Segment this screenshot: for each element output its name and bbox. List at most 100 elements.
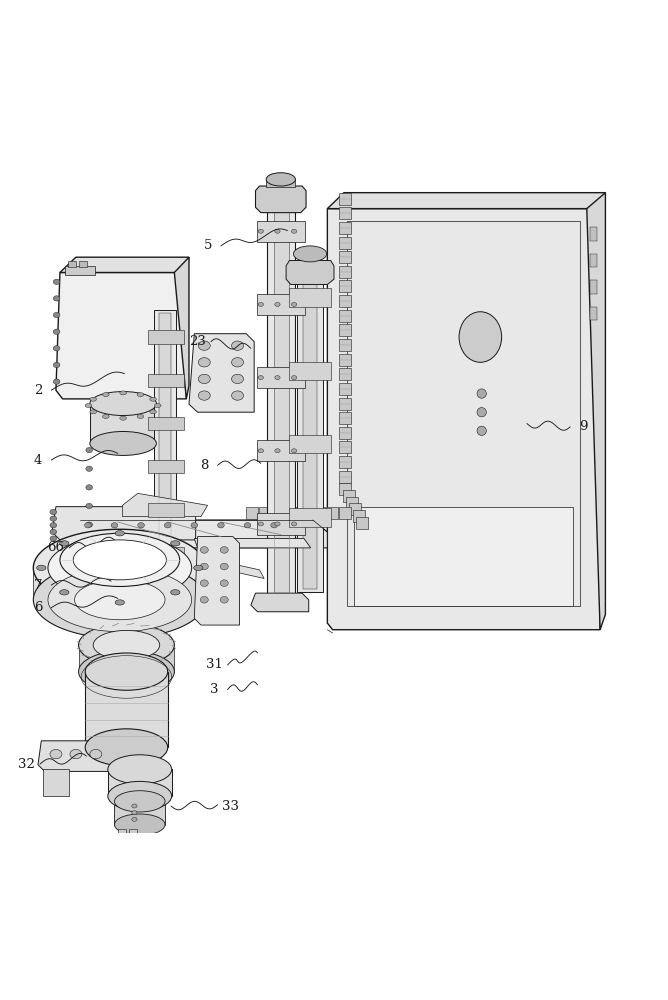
Polygon shape: [289, 362, 331, 380]
Ellipse shape: [132, 817, 137, 821]
Polygon shape: [56, 272, 186, 399]
Ellipse shape: [200, 596, 208, 603]
Ellipse shape: [86, 447, 93, 453]
Ellipse shape: [50, 509, 57, 515]
Ellipse shape: [232, 391, 244, 400]
Bar: [339, 251, 351, 263]
Ellipse shape: [200, 563, 208, 570]
Ellipse shape: [232, 358, 244, 367]
Ellipse shape: [220, 547, 228, 553]
Polygon shape: [33, 568, 206, 600]
Ellipse shape: [48, 536, 192, 600]
Ellipse shape: [59, 590, 69, 595]
Ellipse shape: [37, 565, 46, 571]
Bar: [129, 829, 137, 846]
Ellipse shape: [258, 302, 263, 306]
Ellipse shape: [232, 341, 244, 350]
Ellipse shape: [132, 804, 137, 808]
Text: 5: 5: [204, 239, 212, 252]
Ellipse shape: [150, 397, 156, 401]
Bar: [339, 471, 351, 483]
Bar: [43, 769, 69, 796]
Bar: [339, 456, 351, 468]
Bar: [590, 227, 597, 241]
Polygon shape: [122, 493, 208, 517]
Bar: [148, 547, 184, 560]
Ellipse shape: [53, 362, 60, 368]
Bar: [347, 221, 580, 606]
Bar: [148, 460, 184, 473]
Polygon shape: [189, 334, 254, 412]
Ellipse shape: [102, 393, 109, 397]
Ellipse shape: [70, 749, 82, 759]
Ellipse shape: [53, 279, 60, 284]
Ellipse shape: [86, 503, 93, 509]
Text: 6: 6: [33, 601, 42, 614]
Ellipse shape: [164, 523, 171, 528]
Bar: [299, 507, 311, 519]
Ellipse shape: [459, 312, 502, 362]
Bar: [286, 507, 298, 519]
Ellipse shape: [170, 541, 180, 546]
Ellipse shape: [275, 302, 280, 306]
Bar: [339, 310, 351, 322]
Bar: [108, 769, 172, 796]
Bar: [339, 193, 351, 205]
Bar: [339, 295, 351, 307]
Bar: [339, 383, 351, 395]
Ellipse shape: [291, 522, 297, 526]
Ellipse shape: [73, 540, 166, 580]
Polygon shape: [257, 367, 305, 388]
Text: 7: 7: [33, 579, 42, 592]
Bar: [154, 310, 176, 598]
Bar: [267, 197, 295, 596]
Bar: [590, 280, 597, 294]
Text: 31: 31: [206, 658, 222, 671]
Bar: [339, 483, 351, 495]
Ellipse shape: [275, 449, 280, 453]
Ellipse shape: [102, 414, 109, 418]
Ellipse shape: [90, 392, 156, 416]
Ellipse shape: [200, 580, 208, 586]
Polygon shape: [60, 257, 189, 272]
Ellipse shape: [79, 650, 174, 693]
Ellipse shape: [108, 755, 172, 784]
Bar: [90, 404, 156, 443]
Polygon shape: [257, 440, 305, 461]
Ellipse shape: [154, 404, 161, 408]
Ellipse shape: [120, 416, 126, 420]
Ellipse shape: [53, 346, 60, 351]
Bar: [246, 507, 258, 519]
Polygon shape: [38, 741, 113, 771]
Polygon shape: [289, 435, 331, 453]
Ellipse shape: [275, 522, 280, 526]
Ellipse shape: [86, 559, 93, 565]
Bar: [148, 503, 184, 517]
Ellipse shape: [60, 533, 180, 586]
Ellipse shape: [114, 791, 165, 812]
Ellipse shape: [79, 624, 174, 666]
Ellipse shape: [90, 749, 102, 759]
Bar: [339, 237, 351, 249]
Bar: [339, 354, 351, 366]
Bar: [354, 507, 574, 606]
Bar: [313, 507, 325, 519]
Ellipse shape: [86, 653, 168, 690]
Ellipse shape: [477, 408, 486, 417]
Bar: [353, 510, 365, 522]
Bar: [349, 503, 361, 515]
Ellipse shape: [48, 568, 192, 632]
Bar: [339, 207, 351, 219]
Bar: [148, 374, 184, 387]
Bar: [339, 427, 351, 439]
Ellipse shape: [86, 466, 93, 471]
Bar: [339, 266, 351, 278]
Text: 4: 4: [34, 454, 42, 467]
Ellipse shape: [150, 410, 156, 414]
Bar: [273, 507, 285, 519]
Text: 8: 8: [200, 459, 208, 472]
Ellipse shape: [137, 393, 144, 397]
Polygon shape: [251, 593, 309, 612]
Ellipse shape: [132, 811, 137, 815]
Ellipse shape: [108, 781, 172, 811]
